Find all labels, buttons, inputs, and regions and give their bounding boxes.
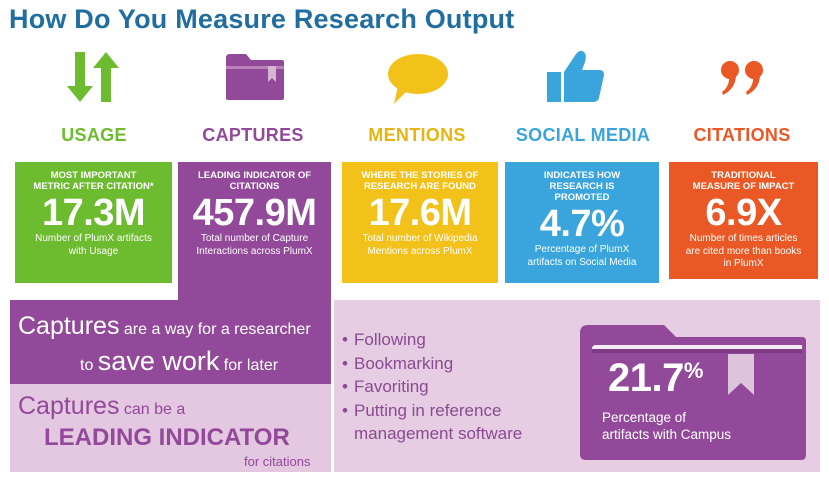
list-item: • Favoriting xyxy=(342,375,522,399)
social-media-label: SOCIAL MEDIA xyxy=(515,125,651,145)
bullet: • xyxy=(342,353,348,373)
save-work-text: save work xyxy=(97,346,220,376)
mentions-label: MENTIONS xyxy=(368,125,466,145)
captures-word-2: Captures xyxy=(18,392,120,420)
campus-stat-label-2: artifacts with Campus xyxy=(602,427,732,442)
social-media-value: 4.7% xyxy=(539,203,625,245)
captures-value: 457.9M xyxy=(192,192,317,234)
mentions-description: Total number of Wikipedia Mentions acros… xyxy=(362,233,478,257)
leading-indicator-panel xyxy=(10,384,331,472)
large-folder-icon xyxy=(580,325,806,460)
bullet: • xyxy=(342,400,348,420)
list-item-continuation: management software xyxy=(354,424,523,443)
for-later-text: for later xyxy=(223,357,279,374)
usage-description: Number of PlumX artifacts with Usage xyxy=(35,233,152,257)
leading-indicator-heading: LEADING INDICATOR xyxy=(44,424,290,451)
up-down-arrows-icon xyxy=(67,52,119,102)
citations-description: Number of times articles are cited more … xyxy=(685,233,802,269)
captures-word: Captures xyxy=(18,312,120,340)
captures-definition-line2: to save work for later xyxy=(80,346,278,377)
thumbs-up-icon xyxy=(547,50,604,102)
citations-value: 6.9X xyxy=(705,192,782,234)
campus-stat-value: 21.7% xyxy=(608,356,703,401)
citations-card: TRADITIONAL MEASURE OF IMPACT 6.9X Numbe… xyxy=(669,162,818,279)
for-citations-text: for citations xyxy=(244,454,311,469)
usage-subtitle: MOST IMPORTANT METRIC AFTER CITATION* xyxy=(33,170,154,192)
usage-value: 17.3M xyxy=(41,192,146,234)
folder-icon xyxy=(226,54,284,100)
captures-description: Total number of Capture Interactions acr… xyxy=(196,233,313,257)
bullet: • xyxy=(342,377,348,396)
list-item-label: Following xyxy=(354,330,426,349)
bullet: • xyxy=(342,330,348,349)
captures-label: CAPTURES xyxy=(202,125,304,145)
captures-definition-text: are a way for a researcher xyxy=(123,321,311,338)
social-media-subtitle: INDICATES HOW RESEARCH IS PROMOTED xyxy=(543,170,621,203)
page-title: How Do You Measure Research Output xyxy=(9,4,515,34)
captures-definition-panel xyxy=(10,300,331,384)
leading-indicator-line1: Captures can be a xyxy=(18,392,185,421)
captures-card: LEADING INDICATOR OF CITATIONS 457.9M To… xyxy=(178,162,331,302)
citations-label: CITATIONS xyxy=(693,125,791,145)
campus-stat-number: 21.7 xyxy=(608,356,684,400)
citations-subtitle: TRADITIONAL MEASURE OF IMPACT xyxy=(692,170,795,192)
social-media-card: INDICATES HOW RESEARCH IS PROMOTED 4.7% … xyxy=(505,162,659,283)
to-word: to xyxy=(80,357,94,374)
list-item-label: Favoriting xyxy=(354,377,429,396)
list-item: • Bookmarking xyxy=(342,352,522,376)
usage-card: MOST IMPORTANT METRIC AFTER CITATION* 17… xyxy=(15,162,172,283)
captures-subtitle: LEADING INDICATOR OF CITATIONS xyxy=(197,170,312,192)
can-be-a-text: can be a xyxy=(123,401,186,418)
capture-types-list: • Following • Bookmarking • Favoriting • Put… xyxy=(342,328,522,446)
mentions-value: 17.6M xyxy=(368,192,472,234)
list-item: • Putting in reference xyxy=(342,399,522,423)
quote-marks-icon xyxy=(721,61,763,95)
list-item-label: Putting in reference xyxy=(354,400,502,420)
mentions-subtitle: WHERE THE STORIES OF RESEARCH ARE FOUND xyxy=(361,170,479,192)
campus-stat-unit: % xyxy=(683,358,704,383)
list-item: • Following xyxy=(342,328,522,352)
speech-bubble-icon xyxy=(388,54,448,104)
campus-stat-label-1: Percentage of xyxy=(602,410,687,425)
usage-label: USAGE xyxy=(61,125,127,145)
social-media-description: Percentage of PlumX artifacts on Social … xyxy=(527,244,637,268)
captures-definition-line1: Captures are a way for a researcher xyxy=(18,312,311,341)
mentions-card: WHERE THE STORIES OF RESEARCH ARE FOUND … xyxy=(342,162,498,283)
list-item-label: Bookmarking xyxy=(354,353,454,373)
